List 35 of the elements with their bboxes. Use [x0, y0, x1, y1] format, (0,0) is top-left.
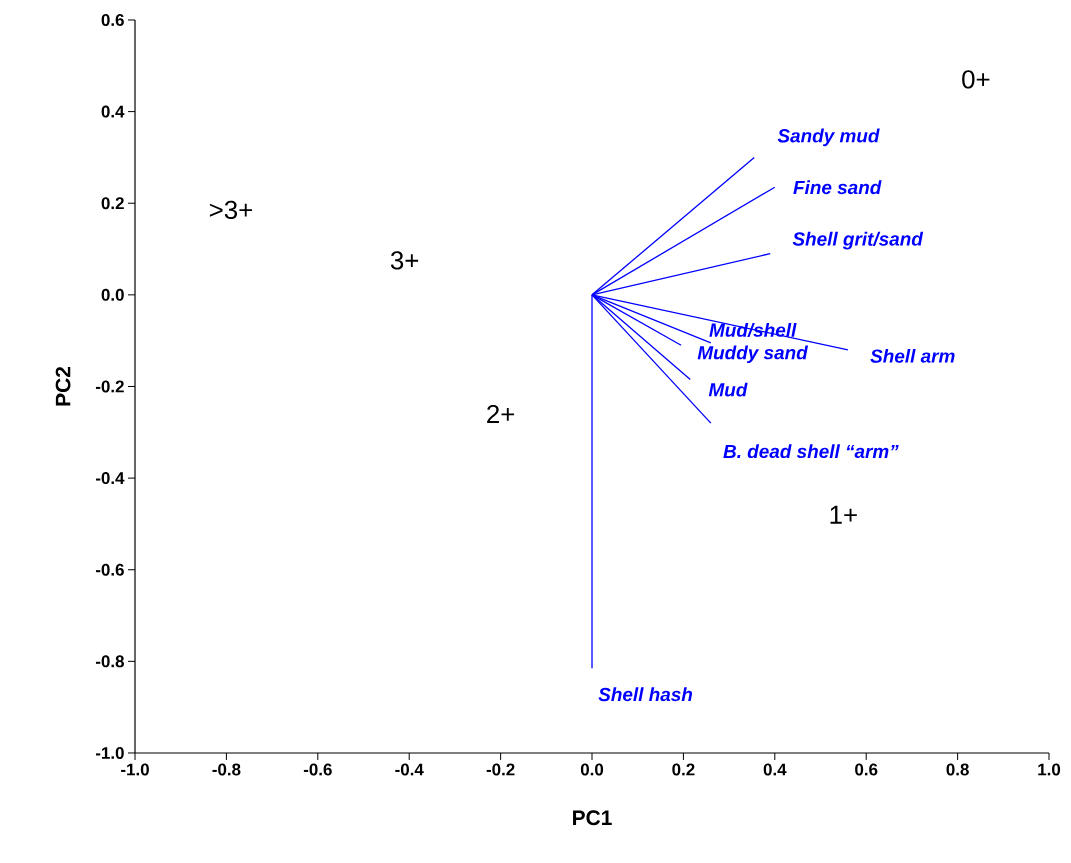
x-tick-label: -0.4 — [395, 763, 424, 776]
y-tick-label: 0.4 — [101, 105, 125, 118]
series-label: Muddy sand — [697, 345, 809, 364]
y-tick-label: -0.6 — [95, 563, 124, 576]
series-label: Fine sand — [793, 180, 882, 195]
x-tick-label: -0.8 — [212, 763, 241, 776]
x-tick-label: -0.6 — [303, 763, 332, 776]
annotation: 0+ — [962, 70, 990, 89]
annotation: 3+ — [390, 251, 419, 270]
x-tick-label: 1.0 — [1038, 763, 1061, 776]
series-label: Mud — [708, 382, 748, 397]
y-axis-title: PC2 — [55, 366, 71, 406]
series-label: B. dead shell “arm” — [723, 444, 899, 459]
y-tick-label: 0.0 — [101, 288, 124, 301]
annotation: 1+ — [830, 505, 857, 524]
x-tick-label: -1.0 — [121, 763, 149, 776]
annotation: >3+ — [209, 200, 253, 219]
x-tick-label: 0.6 — [855, 763, 878, 776]
annotation: 2+ — [487, 404, 515, 424]
x-axis-title: PC1 — [573, 810, 612, 826]
y-tick-label: 0.6 — [101, 13, 124, 26]
series-label: Sandy mud — [777, 128, 880, 147]
y-tick-label: -0.2 — [95, 380, 124, 393]
x-tick-label: 0.8 — [946, 763, 969, 776]
y-tick-label: 0.2 — [101, 197, 124, 210]
x-tick-label: -0.2 — [486, 763, 515, 776]
y-tick-label: -1.0 — [95, 746, 124, 759]
series-label: Shell grit/sand — [792, 231, 924, 250]
x-tick-label: 0.4 — [763, 763, 787, 776]
x-tick-label: 0.0 — [580, 763, 604, 776]
series-label: Shell hash — [598, 687, 693, 702]
y-tick-label: -0.4 — [95, 472, 125, 485]
series-label: Shell arm — [870, 348, 955, 363]
y-tick-label: -0.8 — [95, 655, 124, 668]
x-tick-label: 0.2 — [672, 763, 695, 776]
